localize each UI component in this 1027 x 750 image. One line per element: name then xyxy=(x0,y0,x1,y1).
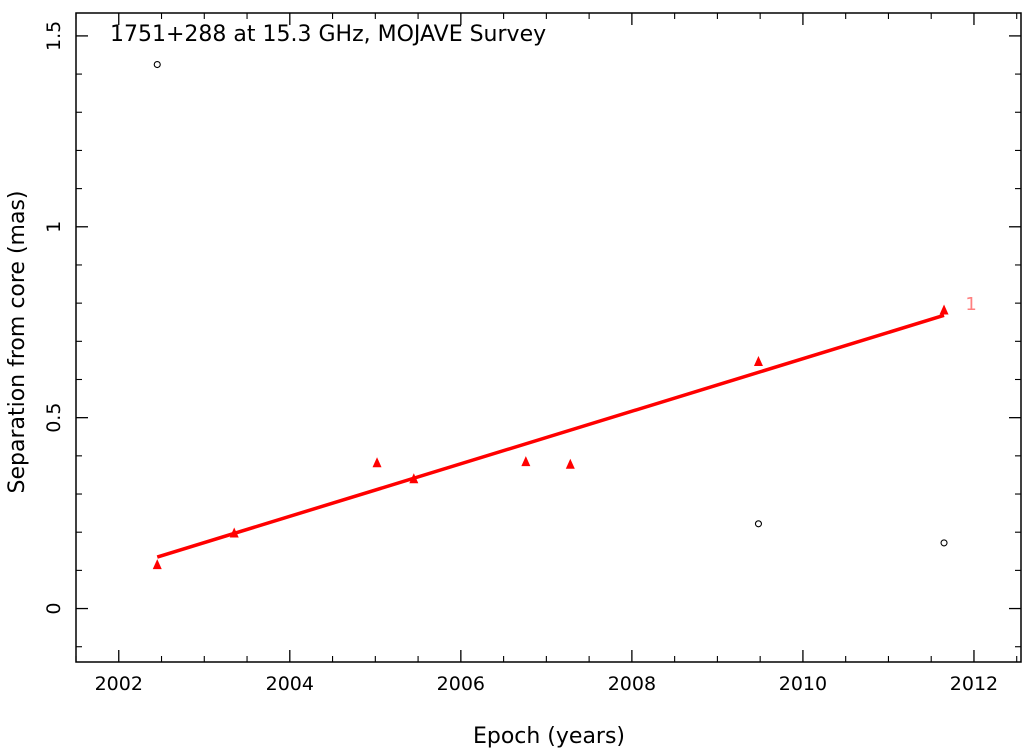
triangle-point xyxy=(939,304,949,315)
triangle-point xyxy=(753,356,763,367)
fit-line xyxy=(156,313,945,559)
chart-title: 1751+288 at 15.3 GHz, MOJAVE Survey xyxy=(110,22,546,47)
triangle-point xyxy=(521,456,531,467)
open-circle-point xyxy=(153,60,161,69)
plot-frame xyxy=(75,12,1022,663)
x-tick-label: 2004 xyxy=(266,673,314,695)
x-axis-label: Epoch (years) xyxy=(473,724,625,749)
x-tick-label: 2010 xyxy=(779,673,827,695)
y-tick-label: 1 xyxy=(43,221,65,233)
y-tick-label: 0 xyxy=(43,603,65,615)
triangle-point xyxy=(229,527,239,538)
series-annotation-label: 1 xyxy=(965,294,976,315)
triangle-point xyxy=(565,458,575,469)
x-tick-label: 2006 xyxy=(437,673,485,695)
open-circle-point xyxy=(754,520,763,528)
triangle-point xyxy=(409,473,419,484)
tick-labels: 2002 2004 2006 2008 2010 2012 0 0.5 1 1.5 xyxy=(43,21,998,695)
x-tick-label: 2002 xyxy=(95,673,143,695)
y-tick-label: 0.5 xyxy=(43,403,65,433)
x-tick-label: 2008 xyxy=(608,673,656,695)
y-tick-label: 1.5 xyxy=(43,21,65,51)
triangle-point xyxy=(152,559,162,570)
x-tick-label: 2012 xyxy=(950,673,998,695)
data-markers xyxy=(152,60,949,570)
open-circle-point xyxy=(940,539,948,547)
axis-ticks xyxy=(75,13,1021,662)
y-axis-label: Separation from core (mas) xyxy=(5,191,30,494)
triangle-point xyxy=(372,457,382,468)
